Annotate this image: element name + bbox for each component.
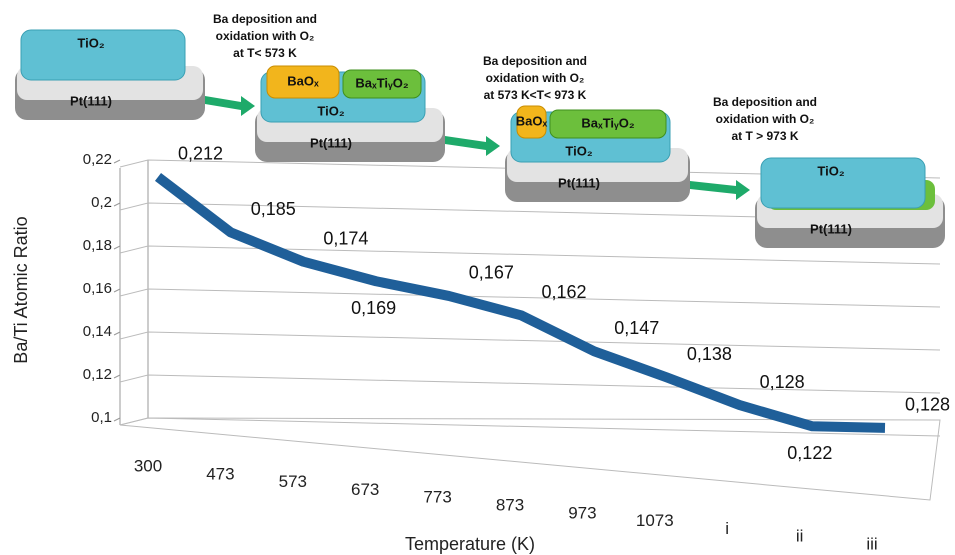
y-tick xyxy=(113,331,121,336)
y-tick-label: 0,22 xyxy=(83,151,112,168)
arrow xyxy=(445,136,500,156)
y-tick xyxy=(113,417,121,422)
y-tick xyxy=(113,245,121,250)
y-tick xyxy=(113,374,121,379)
x-tick-label: 873 xyxy=(496,495,524,514)
annotation: Ba deposition and xyxy=(213,12,317,26)
annotation: at 573 K<T< 973 K xyxy=(484,88,587,102)
arrow xyxy=(205,96,255,116)
grid-line xyxy=(119,202,941,222)
y-tick-label: 0,14 xyxy=(83,323,112,340)
layer-label: BaₓTiᵧO₂ xyxy=(581,115,635,130)
y-tick xyxy=(113,159,121,164)
x-tick-label: 1073 xyxy=(636,511,674,530)
y-tick-label: 0,12 xyxy=(83,366,112,383)
data-label: 0,122 xyxy=(787,443,832,463)
annotation: oxidation with O₂ xyxy=(486,71,585,85)
baox-layer xyxy=(516,105,547,139)
tio2-layer xyxy=(760,157,926,209)
data-line xyxy=(154,172,886,433)
layer-label: TiO₂ xyxy=(565,143,592,158)
data-label: 0,162 xyxy=(542,282,587,302)
x-tick-label: ii xyxy=(796,527,804,546)
data-label: 0,169 xyxy=(351,298,396,318)
y-tick-label: 0,2 xyxy=(91,194,112,211)
layer-label: BaOₓ xyxy=(287,73,319,88)
baox-layer xyxy=(266,65,340,99)
layer-label: Pt(111) xyxy=(310,135,352,150)
data-label: 0,212 xyxy=(178,144,223,164)
tio2-layer xyxy=(20,29,186,81)
y-tick-label: 0,18 xyxy=(83,237,112,254)
layer-label: TiO₂ xyxy=(317,103,344,118)
data-label: 0,167 xyxy=(469,263,514,283)
batio-layer xyxy=(549,109,667,139)
x-tick-label: 673 xyxy=(351,480,379,499)
layer-label: Pt(111) xyxy=(70,93,112,108)
annotation: oxidation with O₂ xyxy=(216,29,315,43)
y-tick-label: 0,16 xyxy=(83,280,112,297)
batio-layer xyxy=(342,69,422,99)
x-tick-label: 300 xyxy=(134,456,162,475)
y-tick xyxy=(113,202,121,207)
annotation: at T > 973 K xyxy=(731,129,798,143)
x-tick-label: iii xyxy=(866,534,877,553)
x-tick-label: 473 xyxy=(206,464,234,483)
layer-label: BaₓTiᵧO₂ xyxy=(355,75,409,90)
grid-line xyxy=(119,417,941,437)
data-label: 0,128 xyxy=(905,395,950,415)
x-tick-label: 573 xyxy=(279,472,307,491)
grid-line xyxy=(119,245,941,265)
grid-line xyxy=(119,288,941,308)
data-label: 0,147 xyxy=(614,318,659,338)
x-tick-label: 973 xyxy=(568,503,596,522)
data-label: 0,128 xyxy=(760,372,805,392)
data-label: 0,138 xyxy=(687,344,732,364)
y-tick-label: 0,1 xyxy=(91,409,112,426)
arrow xyxy=(690,180,750,200)
x-axis-label: Temperature (K) xyxy=(405,534,535,554)
annotation: Ba deposition and xyxy=(713,95,817,109)
annotation: at T< 573 K xyxy=(233,46,297,60)
y-axis-label: Ba/Ti Atomic Ratio xyxy=(11,216,31,363)
layer-label: Pt(111) xyxy=(558,175,600,190)
layer-label: TiO₂ xyxy=(817,163,844,178)
x-tick-label: i xyxy=(725,519,729,538)
layer-label: TiO₂ xyxy=(77,35,104,50)
layer-label: Pt(111) xyxy=(810,221,852,236)
annotation: oxidation with O₂ xyxy=(716,112,815,126)
grid-line xyxy=(119,331,941,351)
grid-line xyxy=(119,374,941,394)
data-label: 0,185 xyxy=(251,199,296,219)
data-label: 0,174 xyxy=(323,228,368,248)
y-tick xyxy=(113,288,121,293)
layer-label: BaOₓ xyxy=(516,113,548,128)
x-tick-label: 773 xyxy=(423,488,451,507)
annotation: Ba deposition and xyxy=(483,54,587,68)
